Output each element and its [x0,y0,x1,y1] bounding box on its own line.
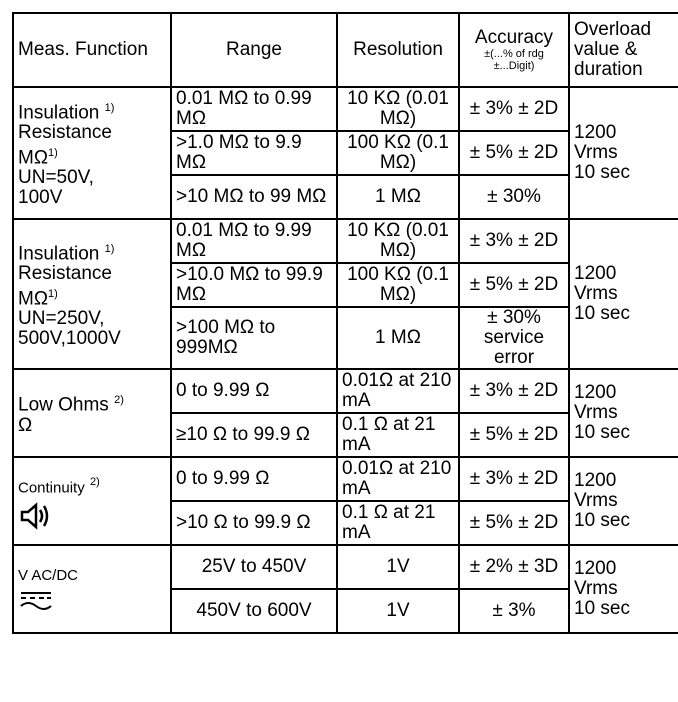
resolution-cell: 0.1 Ω at 21 mA [336,412,460,458]
table-row: V AC/DC 25V to 450V 1V ± 2% ± 3D 1200 Vrm… [12,544,678,634]
function-cell: Low Ohms 2) Ω [12,368,172,458]
table-row: >10 MΩ to 99 MΩ 1 MΩ ± 30% [13,174,678,220]
range-cell: ≥10 Ω to 99.9 Ω [170,412,338,458]
table-row: Insulation 1) Resistance MΩ1) UN=50V, 10… [12,86,678,220]
resolution-cell: 10 KΩ (0.01 MΩ) [336,86,460,132]
range-cell: 0.01 MΩ to 0.99 MΩ [170,86,338,132]
table-row: >1.0 MΩ to 9.9 MΩ 100 KΩ (0.1 MΩ) ± 5% ±… [13,130,678,176]
footnote-mark: 1) [104,101,115,114]
accuracy-cell: ± 2% ± 3D [458,544,570,590]
function-cell: Insulation 1) Resistance MΩ1) UN=50V, 10… [12,86,172,220]
range-cell: >1.0 MΩ to 9.9 MΩ [170,130,338,176]
table-row: >100 MΩ to 999MΩ 1 MΩ ± 30% service erro… [13,306,678,370]
resolution-cell: 0.1 Ω at 21 mA [336,500,460,546]
accuracy-cell: ± 5% ± 2D [458,130,570,176]
header-overload: Overload value & duration [568,12,678,88]
header-resolution: Resolution [336,12,460,88]
resolution-cell: 100 KΩ (0.1 MΩ) [336,262,460,308]
header-range: Range [170,12,338,88]
buzzer-speaker-icon [20,501,49,530]
range-cell: 450V to 600V [170,588,338,634]
accuracy-cell: ± 3% ± 2D [458,456,570,502]
overload-cell: 1200 Vrms 10 sec [568,456,678,546]
table-row: ≥10 Ω to 99.9 Ω 0.1 Ω at 21 mA ± 5% ± 2D [13,412,678,458]
overload-cell: 1200 Vrms 10 sec [568,218,678,370]
specification-table: Meas. Function Range Resolution Accuracy… [12,12,678,634]
range-cell: 0 to 9.99 Ω [170,456,338,502]
range-cell: >10.0 MΩ to 99.9 MΩ [170,262,338,308]
function-cell: V AC/DC [12,544,172,634]
accuracy-cell: ± 30% [458,174,570,220]
resolution-cell: 1V [336,544,460,590]
function-cell: Insulation 1) Resistance MΩ1) UN=250V, 5… [12,218,172,370]
range-cell: 0.01 MΩ to 9.99 MΩ [170,218,338,264]
resolution-cell: 10 KΩ (0.01 MΩ) [336,218,460,264]
overload-cell: 1200 Vrms 10 sec [568,368,678,458]
accuracy-cell: ± 3% ± 2D [458,218,570,264]
ac-dc-symbol-icon [20,592,52,610]
table-row: Insulation 1) Resistance MΩ1) UN=250V, 5… [12,218,678,370]
resolution-cell: 0.01Ω at 210 mA [336,456,460,502]
accuracy-sub-2: ±...Digit) [493,60,535,72]
resolution-cell: 1V [336,588,460,634]
resolution-cell: 1 MΩ [336,306,460,370]
accuracy-cell: ± 5% ± 2D [458,500,570,546]
accuracy-cell: ± 30% service error [458,306,570,370]
header-row: Meas. Function Range Resolution Accuracy… [12,12,678,88]
overload-cell: 1200 Vrms 10 sec [568,544,678,634]
table-row: >10.0 MΩ to 99.9 MΩ 100 KΩ (0.1 MΩ) ± 5%… [13,262,678,308]
header-accuracy: Accuracy ±(...% of rdg ±...Digit) [458,12,570,88]
accuracy-cell: ± 5% ± 2D [458,412,570,458]
range-cell: 25V to 450V [170,544,338,590]
accuracy-cell: ± 3% ± 2D [458,368,570,414]
accuracy-cell: ± 5% ± 2D [458,262,570,308]
table-row: Low Ohms 2) Ω 0 to 9.99 Ω 0.01Ω at 210 m… [12,368,678,458]
table-row: 450V to 600V 1V ± 3% [13,588,678,634]
range-cell: >10 MΩ to 99 MΩ [170,174,338,220]
range-cell: 0 to 9.99 Ω [170,368,338,414]
accuracy-title: Accuracy [474,27,554,48]
range-cell: >10 Ω to 99.9 Ω [170,500,338,546]
table-row: >10 Ω to 99.9 Ω 0.1 Ω at 21 mA ± 5% ± 2D [13,500,678,546]
overload-cell: 1200 Vrms 10 sec [568,86,678,220]
accuracy-cell: ± 3% ± 2D [458,86,570,132]
range-cell: >100 MΩ to 999MΩ [170,306,338,370]
resolution-cell: 1 MΩ [336,174,460,220]
resolution-cell: 0.01Ω at 210 mA [336,368,460,414]
header-function: Meas. Function [12,12,172,88]
function-cell: Continuity 2) [12,456,172,546]
resolution-cell: 100 KΩ (0.1 MΩ) [336,130,460,176]
accuracy-cell: ± 3% [458,588,570,634]
accuracy-sub-1: ±(...% of rdg [484,48,544,60]
table-row: Continuity 2) 0 to 9.99 Ω 0.01Ω at 210 m… [12,456,678,546]
